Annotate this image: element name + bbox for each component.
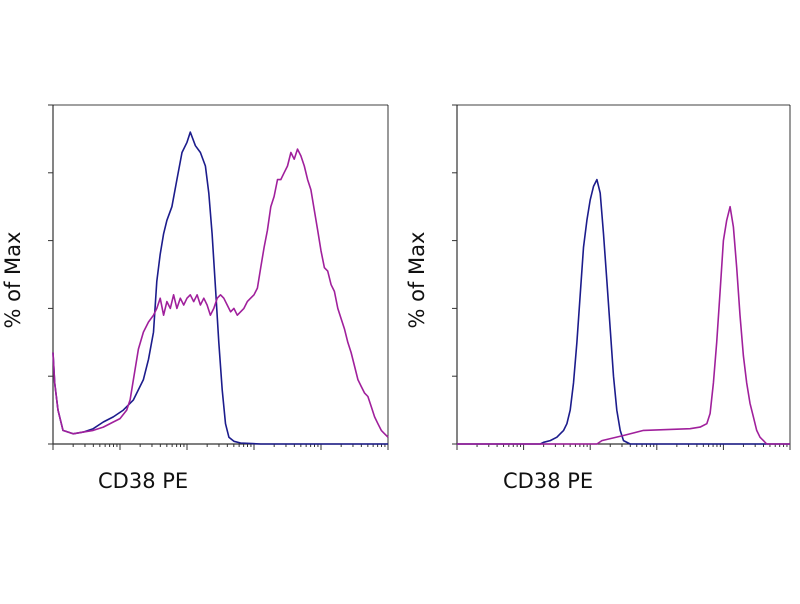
- x-axis-label: CD38 PE: [98, 469, 188, 493]
- histogram-panel-2: CD38 PE % of Max: [405, 104, 791, 493]
- histogram-panel-1: CD38 PE % of Max: [1, 104, 389, 493]
- y-axis-label: % of Max: [405, 232, 429, 329]
- x-axis-label: CD38 PE: [503, 469, 593, 493]
- y-axis-label: % of Max: [1, 232, 25, 329]
- histogram-series-1: [457, 178, 790, 445]
- histogram-series-1: [52, 131, 388, 445]
- histogram-series-2: [457, 205, 790, 445]
- histogram-series-2: [52, 148, 389, 438]
